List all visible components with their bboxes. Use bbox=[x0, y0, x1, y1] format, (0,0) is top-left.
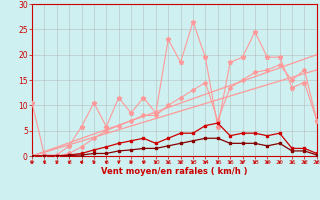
X-axis label: Vent moyen/en rafales ( km/h ): Vent moyen/en rafales ( km/h ) bbox=[101, 167, 248, 176]
